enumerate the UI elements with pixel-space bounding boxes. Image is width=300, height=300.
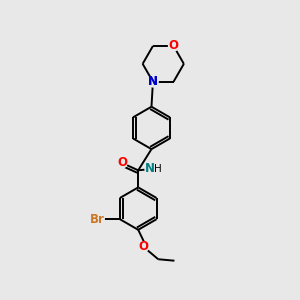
Text: O: O — [169, 40, 178, 52]
Circle shape — [91, 213, 104, 226]
Text: O: O — [117, 157, 127, 169]
Text: N: N — [145, 162, 155, 175]
Text: H: H — [154, 164, 162, 174]
Text: N: N — [148, 75, 158, 88]
Circle shape — [148, 77, 158, 87]
Text: Br: Br — [90, 213, 105, 226]
Circle shape — [169, 41, 178, 51]
Text: O: O — [139, 240, 148, 254]
Circle shape — [117, 158, 127, 168]
Text: N: N — [148, 75, 158, 88]
Circle shape — [148, 77, 158, 87]
Circle shape — [145, 164, 155, 174]
Circle shape — [139, 242, 148, 252]
